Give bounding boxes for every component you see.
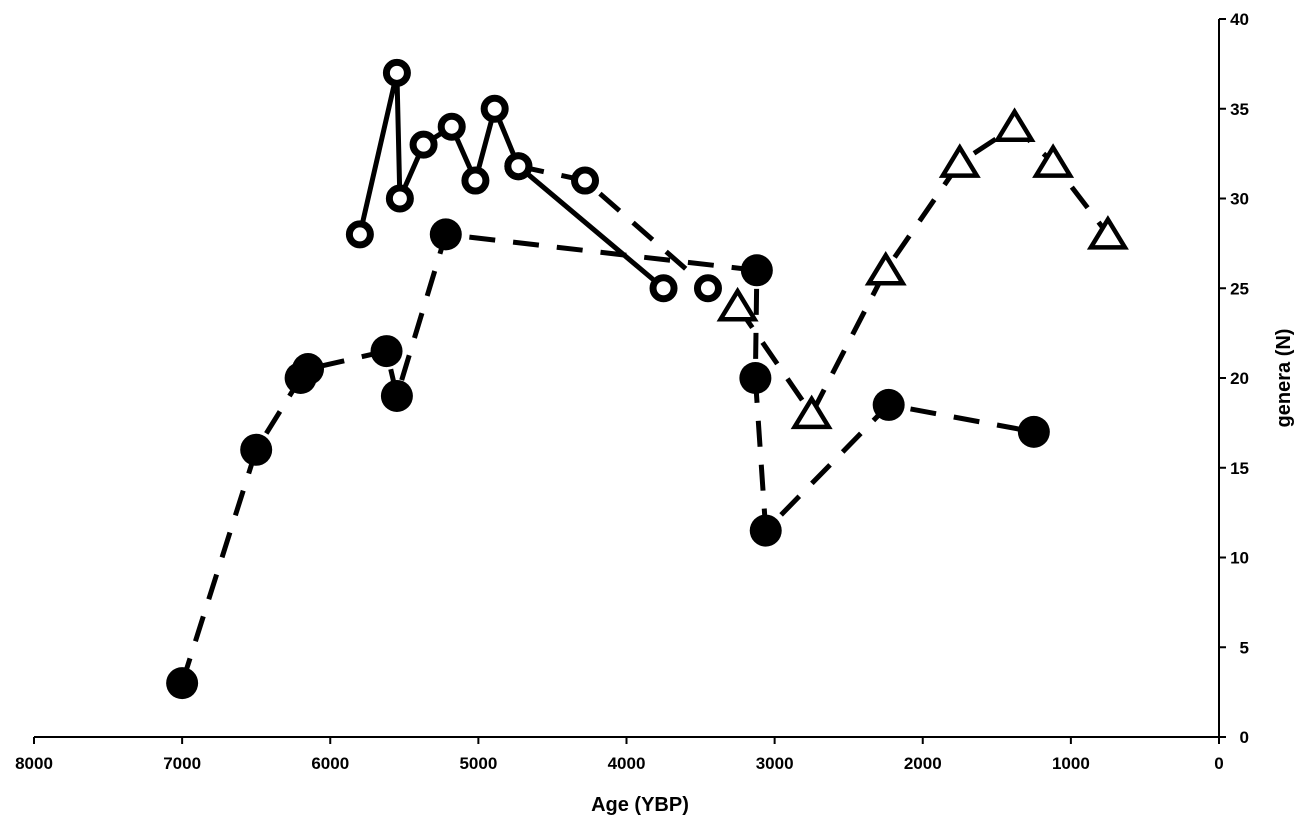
y-tick-label: 5	[1240, 638, 1249, 657]
series-1-point	[345, 220, 374, 249]
series-2-point	[504, 152, 533, 181]
series-2-line	[517, 163, 710, 291]
series-3-line	[179, 231, 1035, 684]
y-tick-label: 25	[1230, 279, 1249, 298]
series-4-point	[790, 394, 833, 430]
series-3-point	[240, 433, 273, 466]
series-4-point	[864, 250, 907, 286]
series-3-point	[380, 379, 413, 412]
x-tick-label: 8000	[15, 754, 53, 773]
y-tick-label: 0	[1240, 728, 1249, 747]
series-4-point	[716, 286, 759, 322]
series-3-point	[740, 254, 773, 287]
y-tick-label: 35	[1230, 100, 1249, 119]
series-3-point	[749, 514, 782, 547]
x-tick-label: 7000	[163, 754, 201, 773]
y-tick-label: 40	[1230, 10, 1249, 29]
y-axis-title: genera (N)	[1273, 329, 1295, 428]
series-3-point	[739, 362, 772, 394]
series-4-point	[993, 107, 1036, 142]
series-4-point	[1032, 143, 1075, 178]
series-1-point	[385, 184, 414, 213]
series-3-point	[1017, 415, 1050, 448]
x-tick-label: 2000	[904, 754, 942, 773]
series-3-point	[370, 335, 403, 368]
series-2-point	[693, 274, 722, 303]
y-tick-label: 20	[1230, 369, 1249, 388]
series-1-point	[461, 166, 490, 195]
series-1-point	[480, 94, 509, 123]
series-3-point	[292, 353, 325, 386]
series-layer	[166, 58, 1129, 700]
series-4-point	[1086, 215, 1129, 250]
series-2-point	[571, 166, 600, 195]
plot-area: 8000 7000 6000 5000 4000 3000 2000 1000 0 0 5 10 15…	[15, 10, 1249, 773]
x-tick-label: 1000	[1052, 754, 1090, 773]
x-tick-label: 3000	[756, 754, 794, 773]
y-tick-label: 10	[1230, 549, 1249, 568]
x-axis-title: Age (YBP)	[591, 794, 689, 816]
x-tick-label: 5000	[459, 754, 497, 773]
series-1-point	[437, 112, 466, 141]
series-3-point	[872, 388, 905, 421]
y-tick-label: 15	[1230, 459, 1249, 478]
x-ticks: 8000 7000 6000 5000 4000 3000 2000 1000 0	[15, 737, 1224, 773]
series-1-point	[409, 130, 438, 159]
x-tick-label: 6000	[311, 754, 349, 773]
x-tick-label: 4000	[608, 754, 646, 773]
series-1-point	[649, 274, 678, 303]
y-tick-label: 30	[1230, 190, 1249, 209]
series-4-point	[938, 143, 981, 178]
series-3-point	[429, 218, 462, 251]
series-3-point	[166, 667, 199, 700]
series-1-point	[382, 58, 411, 87]
x-tick-label: 0	[1214, 754, 1223, 773]
y-ticks: 0 5 10 15 20 25 30 35 40	[1219, 10, 1249, 747]
